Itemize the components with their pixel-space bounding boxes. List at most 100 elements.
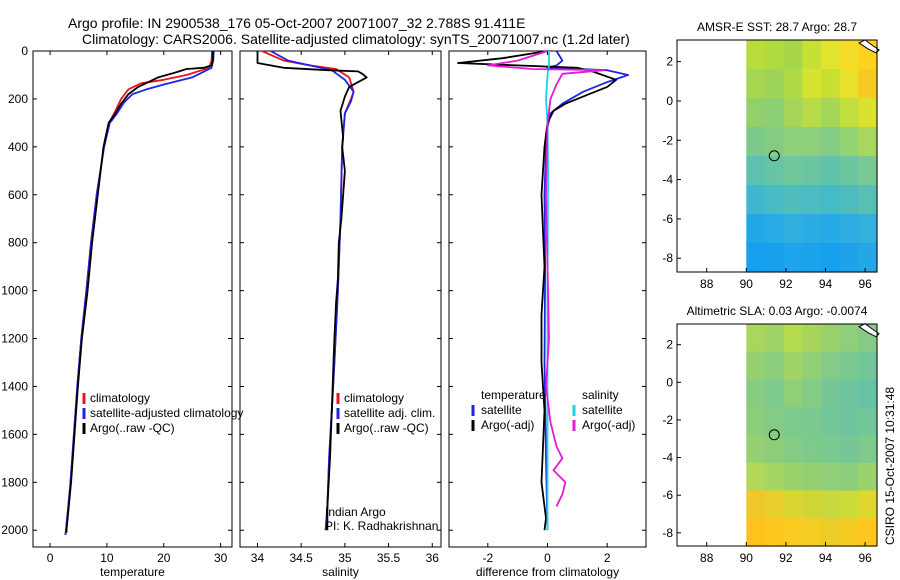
sla_map-cell (821, 324, 841, 353)
sst_map-ytick-label: -8 (662, 251, 673, 265)
sst_map-cell (802, 243, 822, 273)
difference-series-temperature-argo-adj- (457, 50, 618, 531)
sla_map-cell (765, 490, 785, 519)
sst_map-frame (676, 39, 878, 273)
sla_map-cell (765, 462, 785, 492)
sla_map-cell (858, 435, 878, 464)
sst_map-xtick-label: 90 (740, 277, 754, 291)
sst_map-cell (746, 214, 766, 244)
sst_map-cell (783, 214, 803, 244)
sst_map-cell (765, 98, 785, 128)
sst_map-cell (839, 156, 859, 186)
sla_map-cell (839, 324, 859, 353)
difference-legend-header: temperature (481, 388, 546, 402)
temperature-ytick-label: 800 (8, 236, 28, 250)
temperature-ytick-label: 1600 (1, 427, 28, 441)
sla_map-cell (858, 462, 878, 492)
sla_map-cell (746, 490, 766, 519)
sla_map-cell (839, 351, 859, 381)
sst_map-xtick-label: 96 (858, 277, 872, 291)
sst_map-ytick-label: 2 (666, 55, 673, 69)
sla_map-cell (765, 518, 785, 547)
sla_map-cell (839, 379, 859, 408)
sla_map-ytick-label: 0 (666, 375, 673, 389)
figure-title-line1: Argo profile: IN 2900538_176 05-Oct-2007… (68, 15, 525, 31)
sst_map-cell (839, 214, 859, 244)
sst_map-cell (783, 69, 803, 99)
difference-legend: temperaturesatelliteArgo(-adj)salinitysa… (471, 388, 635, 432)
salinity-series-argo-raw-qc- (256, 51, 368, 531)
sst_map-ytick-label: -2 (662, 133, 673, 147)
sst_map-cell (802, 127, 822, 157)
difference-legend-label: Argo(-adj) (582, 418, 635, 432)
sla_map-cell (821, 462, 841, 492)
sla_map-cell (839, 435, 859, 464)
salinity-legend-label: climatology (344, 391, 404, 405)
sst_map-cell (858, 214, 878, 244)
sst_map-cell (821, 69, 841, 99)
sla_map-cell (858, 518, 878, 547)
difference-series-temperature-satellite (543, 50, 629, 531)
sst_map-cell (821, 243, 841, 273)
salinity-xtick-label: 34.5 (289, 551, 313, 565)
sla_map-cell (746, 462, 766, 492)
temperature-xtick-label: 10 (100, 551, 114, 565)
sst_map-cell (783, 127, 803, 157)
sla_map-cell (746, 379, 766, 408)
sst_map-cell (821, 214, 841, 244)
sst_map-panel: 88 90 92 94 96 2 0 -2 -4 -6 -8 AMSR-E SST: 28.7 Arg… (662, 20, 880, 291)
sst_map-cell (839, 127, 859, 157)
sst_map-cell (783, 185, 803, 215)
salinity-frame (239, 50, 442, 548)
sla_map-xtick-label: 96 (858, 551, 872, 565)
sla_map-panel: 88 90 92 94 96 2 0 -2 -4 -6 -8 Altimetric SLA: 0.03… (662, 304, 880, 565)
sst_map-cell (858, 185, 878, 215)
sst_map-cell (821, 40, 841, 70)
sst_map-cell (802, 214, 822, 244)
sst_map-cell (765, 214, 785, 244)
temperature-ytick-label: 1200 (1, 332, 28, 346)
sst_map-cell (858, 243, 878, 273)
salinity-xlabel: salinity (322, 565, 359, 579)
sst_map-cell (765, 69, 785, 99)
sst_map-cell (839, 69, 859, 99)
salinity-series-climatology (261, 50, 355, 531)
sla_map-ytick-label: -8 (662, 526, 673, 540)
sst_map-xtick-label: 94 (819, 277, 833, 291)
sla_map-cell (765, 435, 785, 464)
difference-legend-header: salinity (582, 388, 619, 402)
temperature-legend-label: climatology (90, 391, 150, 405)
sst_map-cell (765, 127, 785, 157)
sst_map-cell (746, 40, 766, 70)
sst_map-cell (783, 243, 803, 273)
side-timestamp-label: CSIRO 15-Oct-2007 10:31:48 (883, 387, 897, 545)
temperature-xtick-label: 20 (157, 551, 171, 565)
difference-xtick-label: 0 (544, 551, 551, 565)
sla_map-cell (802, 518, 822, 547)
sla_map-cell (802, 435, 822, 464)
sst_map-cell (746, 243, 766, 273)
sla_map-cell (765, 407, 785, 436)
temperature-panel: 0 10 20 30 0 200 400 600 800 1000 1200 1400 1600 1800… (1, 44, 233, 579)
sla_map-cell (858, 351, 878, 381)
sst_map-cell (802, 69, 822, 99)
sla_map-xtick-label: 94 (819, 551, 833, 565)
temperature-legend-label: satellite-adjusted climatology (90, 406, 243, 420)
sla_map-float-marker (768, 429, 780, 441)
sla_map-cell (783, 379, 803, 408)
sla_map-ytick-label: -2 (662, 413, 673, 427)
sla_map-cell (783, 435, 803, 464)
temperature-xtick-label: 30 (214, 551, 228, 565)
temperature-frame (32, 50, 233, 548)
sla_map-cell (802, 351, 822, 381)
sst_map-cell (783, 98, 803, 128)
temperature-ytick-label: 1800 (1, 475, 28, 489)
sla_map-cell (821, 435, 841, 464)
sst_map-ytick-label: -6 (662, 212, 673, 226)
sst_map-cell (783, 40, 803, 70)
sla_map-cell (783, 490, 803, 519)
salinity-legend-label: satellite adj. clim. (344, 406, 435, 420)
difference-xtick-label: -2 (482, 551, 493, 565)
